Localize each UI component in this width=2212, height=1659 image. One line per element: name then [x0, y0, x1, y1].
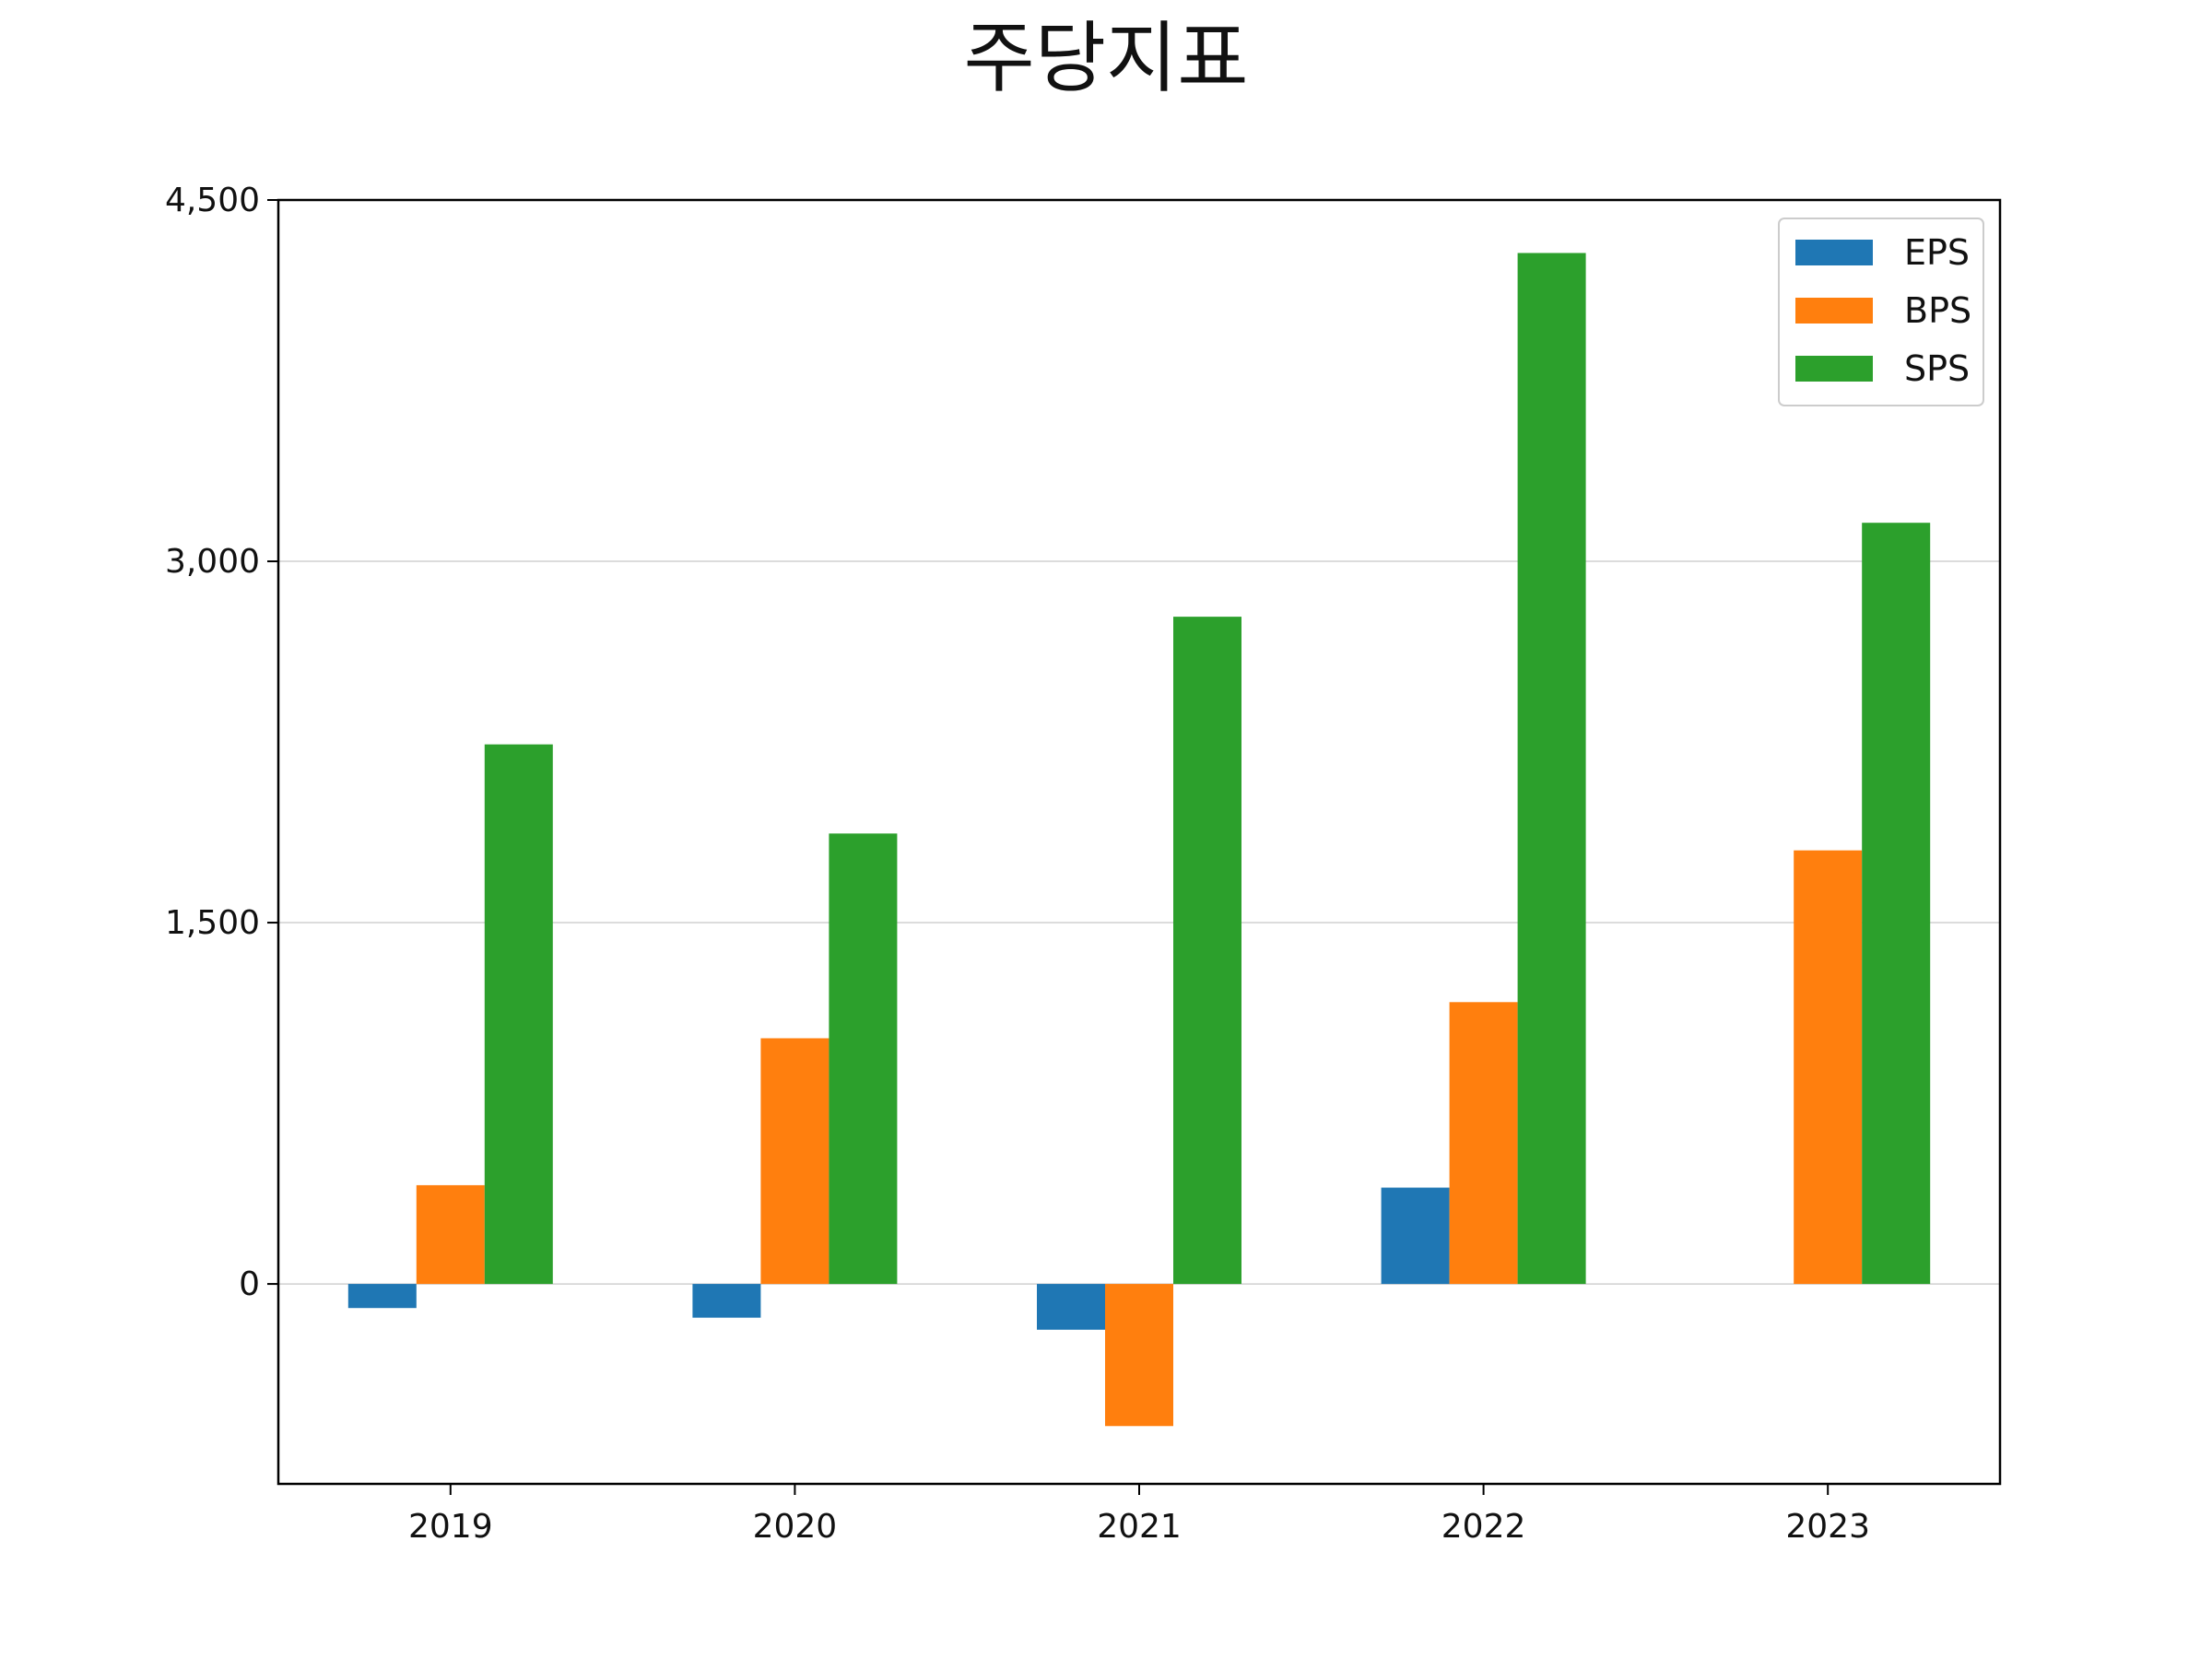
bar-bps-2019	[416, 1184, 485, 1285]
legend: EPS BPS SPS	[1778, 218, 1984, 406]
bar-bps-2020	[760, 1038, 830, 1285]
bar-eps-2021	[1037, 1284, 1105, 1330]
y-axis: 0 1,500 3,000 4,500	[165, 182, 278, 1303]
x-tick-label: 2019	[408, 1508, 493, 1546]
bar-eps-2019	[347, 1284, 417, 1309]
legend-swatch-bps	[1795, 298, 1873, 324]
legend-label-bps: BPS	[1904, 290, 1971, 331]
x-tick-label: 2022	[1441, 1508, 1526, 1546]
bar-eps-2022	[1381, 1187, 1450, 1285]
x-tick-label: 2023	[1785, 1508, 1870, 1546]
legend-label-sps: SPS	[1904, 348, 1970, 389]
bars	[347, 253, 1931, 1427]
x-tick-label: 2020	[753, 1508, 838, 1546]
y-tick-label: 3,000	[165, 543, 260, 581]
bar-bps-2021	[1105, 1284, 1173, 1427]
legend-swatch-eps	[1795, 240, 1873, 265]
bar-eps-2020	[692, 1284, 761, 1318]
bar-sps-2022	[1517, 253, 1586, 1285]
bar-sps-2021	[1173, 617, 1241, 1285]
bar-sps-2019	[484, 744, 553, 1285]
y-tick-label: 1,500	[165, 904, 260, 942]
legend-swatch-sps	[1795, 356, 1873, 382]
y-tick-label: 0	[239, 1265, 260, 1303]
x-axis: 2019 2020 2021 2022 2023	[408, 1484, 1870, 1546]
x-tick-label: 2021	[1097, 1508, 1182, 1546]
bar-sps-2020	[829, 833, 898, 1285]
bar-bps-2023	[1794, 850, 1863, 1285]
chart-title: 주당지표	[963, 13, 1248, 103]
bar-bps-2022	[1449, 1002, 1518, 1285]
y-tick-label: 4,500	[165, 182, 260, 219]
bar-sps-2023	[1862, 523, 1931, 1285]
legend-label-eps: EPS	[1904, 232, 1970, 273]
